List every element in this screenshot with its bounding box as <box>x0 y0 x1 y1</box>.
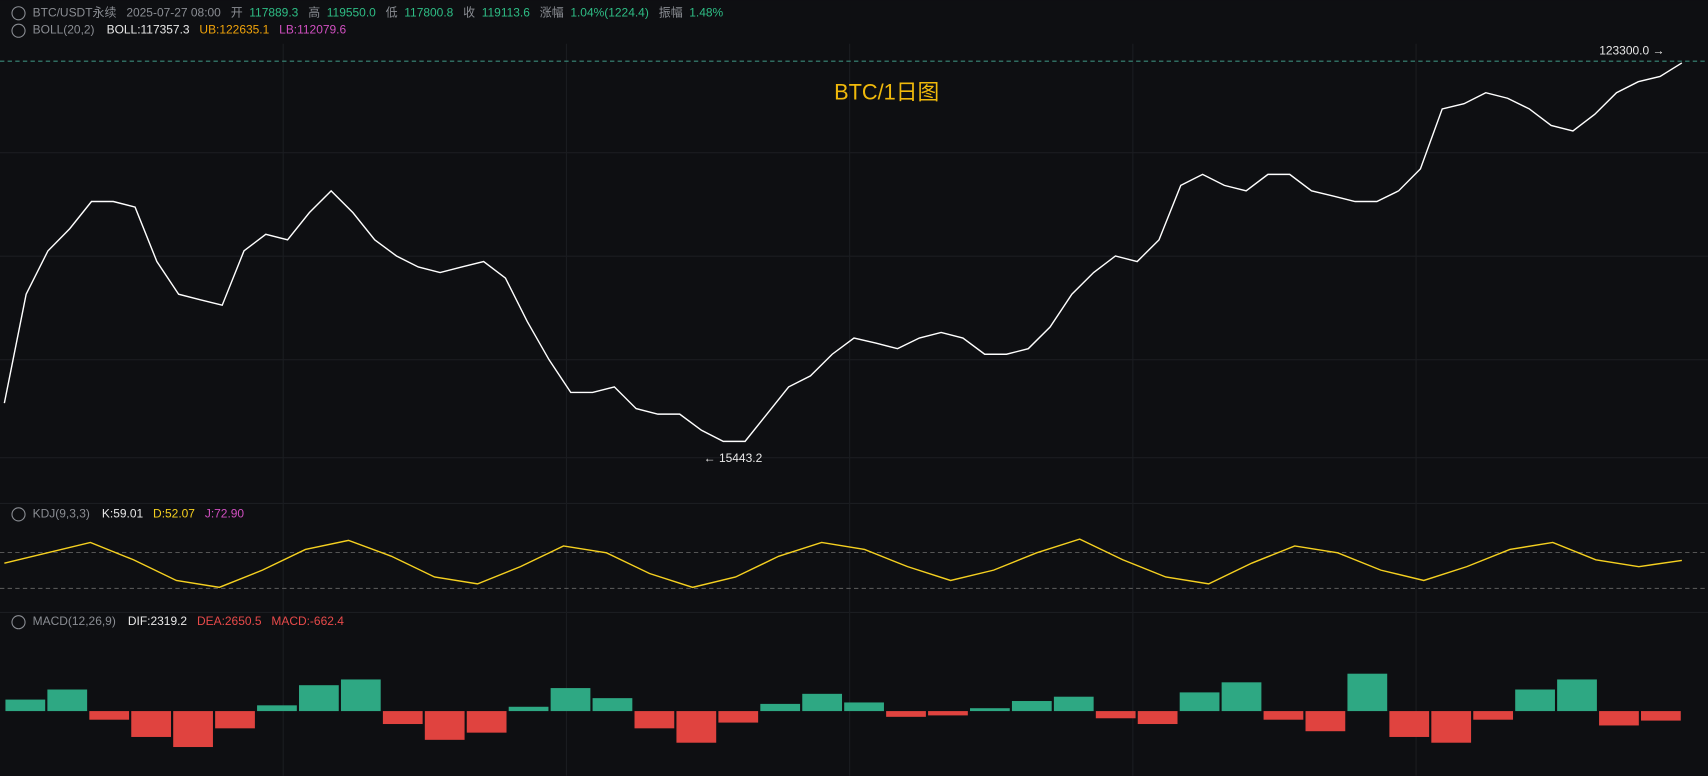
kdj-header: KDJ(9,3,3) K:59.01 D:52.07 J:72.90 <box>33 507 245 521</box>
label: 振幅 <box>659 4 683 19</box>
value: DIF:2319.2 <box>128 614 188 628</box>
line <box>3 62 1683 443</box>
bar <box>1599 711 1639 726</box>
bar <box>1641 711 1681 721</box>
bar <box>928 711 968 716</box>
value: 119113.6 <box>482 5 530 19</box>
value: 117800.8 <box>404 5 453 19</box>
chart-title: BTC/1日图 <box>834 80 939 105</box>
value: UB:122635.1 <box>199 23 269 37</box>
bar <box>131 711 172 737</box>
bar <box>5 699 46 712</box>
collapse-icon[interactable] <box>11 507 26 522</box>
value: BOLL:117357.3 <box>107 23 190 37</box>
bar <box>299 685 339 712</box>
bar <box>1263 711 1304 720</box>
label: 开 <box>231 5 243 19</box>
bar <box>424 711 465 740</box>
bar <box>1431 711 1472 743</box>
bar <box>382 711 423 725</box>
collapse-icon[interactable] <box>11 615 26 630</box>
name: MACD(12,26,9) <box>33 614 116 628</box>
value: MACD:-662.4 <box>271 614 344 628</box>
value: 119550.0 <box>327 5 376 19</box>
max-annotation: 123300.0 → <box>1599 44 1664 58</box>
bar <box>844 702 884 712</box>
bar <box>886 711 926 717</box>
name: KDJ(9,3,3) <box>33 507 90 521</box>
bar <box>1179 692 1220 712</box>
bar <box>970 708 1010 712</box>
bar <box>1137 711 1178 725</box>
bar <box>1053 696 1094 712</box>
value: DEA:2650.5 <box>197 614 262 628</box>
bar <box>1347 673 1388 712</box>
bar <box>1221 682 1262 712</box>
bar <box>1515 689 1555 712</box>
bar <box>508 706 549 712</box>
min-annotation: ← 15443.2 <box>704 451 763 465</box>
bar <box>340 679 381 712</box>
line <box>4 538 1682 589</box>
bar <box>1473 711 1514 720</box>
label: 涨幅 <box>540 4 564 19</box>
bar <box>173 711 213 748</box>
value: LB:112079.6 <box>279 23 346 37</box>
bar <box>634 711 675 729</box>
value: D:52.07 <box>153 507 195 521</box>
value: 1.04%(1224.4) <box>570 5 649 19</box>
macd-header: MACD(12,26,9) DIF:2319.2 DEA:2650.5 MACD… <box>33 614 345 628</box>
bar <box>89 711 130 720</box>
collapse-icon[interactable] <box>11 23 26 38</box>
bar <box>1095 711 1136 719</box>
header: BTC/USDT永续 2025-07-27 08:00 开 117889.3 高… <box>33 4 724 19</box>
bar <box>676 711 717 743</box>
bar <box>215 711 255 729</box>
bar <box>47 689 88 712</box>
label: 收 <box>463 5 475 19</box>
bar <box>760 703 801 712</box>
bar <box>802 693 843 712</box>
bar <box>1011 701 1052 712</box>
bar <box>1389 711 1430 737</box>
bar <box>257 705 297 712</box>
collapse-icon[interactable] <box>11 6 26 21</box>
bar <box>550 688 591 712</box>
label: 低 <box>386 5 398 19</box>
bar <box>1305 711 1346 732</box>
grid <box>0 43 1708 776</box>
bar <box>592 698 633 712</box>
value: J:72.90 <box>205 507 245 521</box>
label: 高 <box>308 4 320 19</box>
value: K:59.01 <box>102 507 144 521</box>
boll-header: BOLL(20,2) BOLL:117357.3 UB:122635.1 LB:… <box>33 23 347 37</box>
bar <box>1557 679 1597 712</box>
symbol: BTC/USDT永续 <box>33 5 117 19</box>
bar <box>718 711 759 723</box>
value: 1.48% <box>689 5 723 19</box>
name: BOLL(20,2) <box>33 23 95 37</box>
bar <box>466 711 507 733</box>
datetime: 2025-07-27 08:00 <box>126 5 221 19</box>
value: 117889.3 <box>249 5 298 19</box>
